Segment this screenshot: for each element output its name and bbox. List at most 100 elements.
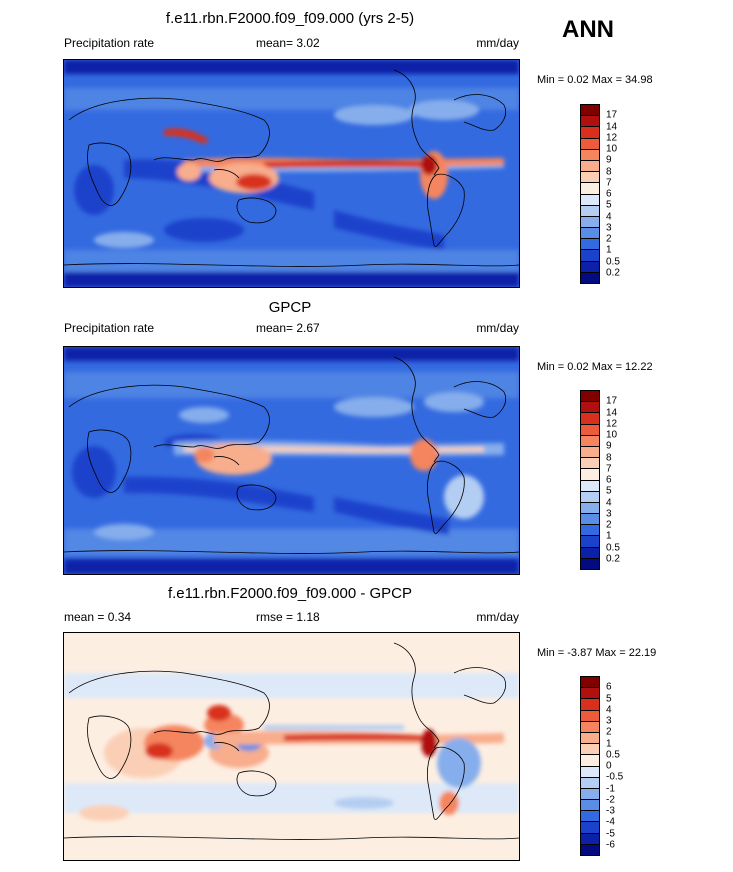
colorbar-swatch — [581, 228, 599, 240]
panel-1-map — [63, 59, 520, 288]
colorbar-swatch — [581, 777, 599, 789]
colorbar-tick-label: -5 — [606, 828, 615, 839]
colorbar-tick-label: 14 — [606, 407, 618, 418]
colorbar-tick-label: 0.5 — [606, 749, 620, 761]
panel-1-mean: mean= 3.02 — [256, 36, 320, 50]
colorbar-swatch — [581, 699, 599, 711]
colorbar-swatch — [581, 491, 599, 503]
colorbar-tick-label: -2 — [606, 794, 615, 806]
panel-2-units: mm/day — [476, 321, 519, 335]
panel-2-mean: mean= 2.67 — [256, 321, 320, 335]
panel-2-colorbar — [580, 390, 600, 570]
colorbar-tick-label: 6 — [606, 474, 612, 486]
colorbar-swatch — [581, 446, 599, 459]
colorbar-tick-label: 2 — [606, 726, 612, 738]
colorbar-tick-label: 1 — [606, 738, 612, 749]
colorbar-tick-label: 7 — [606, 177, 612, 189]
colorbar-swatch — [581, 480, 599, 492]
panel-3-rmse: rmse = 1.18 — [256, 610, 320, 624]
colorbar-tick-label: 12 — [606, 132, 618, 144]
colorbar-tick-label: 0.2 — [606, 267, 620, 279]
colorbar-swatch — [581, 116, 599, 128]
colorbar-swatch — [581, 536, 599, 548]
colorbar-swatch — [581, 547, 599, 559]
colorbar-swatch — [581, 721, 599, 733]
colorbar-swatch — [581, 744, 599, 756]
colorbar-tick-label: -0.5 — [606, 771, 624, 783]
colorbar-tick-label: 4 — [606, 497, 612, 508]
colorbar-swatch — [581, 833, 599, 845]
colorbar-tick-label: 3 — [606, 508, 612, 520]
colorbar-swatch — [581, 160, 599, 173]
colorbar-tick-label: 6 — [606, 188, 612, 200]
colorbar-swatch — [581, 105, 599, 117]
colorbar-swatch — [581, 435, 599, 447]
colorbar-tick-label: -3 — [606, 805, 615, 817]
colorbar-swatch — [581, 205, 599, 217]
colorbar-swatch — [581, 402, 599, 414]
colorbar-tick-label: -6 — [606, 839, 615, 851]
colorbar-tick-label: 6 — [606, 681, 612, 693]
colorbar-swatch — [581, 558, 599, 569]
panel-3-units: mm/day — [476, 610, 519, 624]
panel-1-colorbar — [580, 104, 600, 284]
panel-3-minmax: Min = -3.87 Max = 22.19 — [537, 647, 657, 659]
colorbar-swatch — [581, 710, 599, 722]
colorbar-tick-label: 9 — [606, 154, 612, 166]
colorbar-tick-label: 17 — [606, 109, 618, 121]
colorbar-swatch — [581, 250, 599, 262]
colorbar-swatch — [581, 458, 599, 470]
colorbar-swatch — [581, 261, 599, 273]
colorbar-tick-label: 2 — [606, 519, 612, 531]
colorbar-tick-label: -1 — [606, 783, 615, 794]
colorbar-swatch — [581, 216, 599, 229]
colorbar-swatch — [581, 272, 599, 283]
panel-1-title: f.e11.rbn.F2000.f09_f09.000 (yrs 2-5) — [165, 10, 415, 27]
colorbar-tick-label: 8 — [606, 166, 612, 177]
colorbar-tick-label: 8 — [606, 452, 612, 463]
colorbar-tick-label: 4 — [606, 704, 612, 716]
colorbar-tick-label: 5 — [606, 693, 612, 704]
colorbar-tick-label: 2 — [606, 233, 612, 245]
colorbar-swatch — [581, 844, 599, 855]
colorbar-tick-label: 5 — [606, 199, 612, 211]
colorbar-swatch — [581, 138, 599, 150]
colorbar-swatch — [581, 149, 599, 161]
colorbar-swatch — [581, 811, 599, 823]
season-label: ANN — [562, 16, 614, 43]
colorbar-swatch — [581, 514, 599, 526]
panel-3-map — [63, 632, 520, 861]
colorbar-tick-label: 4 — [606, 211, 612, 222]
colorbar-swatch — [581, 766, 599, 778]
colorbar-tick-label: 10 — [606, 429, 618, 441]
colorbar-swatch — [581, 127, 599, 139]
panel-2-title: GPCP — [268, 299, 312, 316]
colorbar-swatch — [581, 194, 599, 206]
colorbar-tick-label: 12 — [606, 418, 618, 430]
panel-3-title: f.e11.rbn.F2000.f09_f09.000 - GPCP — [167, 585, 413, 602]
colorbar-tick-label: 10 — [606, 143, 618, 155]
colorbar-swatch — [581, 755, 599, 767]
colorbar-swatch — [581, 525, 599, 537]
colorbar-swatch — [581, 800, 599, 812]
colorbar-swatch — [581, 391, 599, 403]
colorbar-swatch — [581, 822, 599, 834]
colorbar-swatch — [581, 239, 599, 251]
colorbar-tick-label: 7 — [606, 463, 612, 475]
colorbar-tick-label: 5 — [606, 485, 612, 497]
panel-3-mean: mean = 0.34 — [64, 610, 132, 624]
colorbar-tick-label: 0.5 — [606, 256, 620, 267]
colorbar-tick-label: 9 — [606, 440, 612, 452]
colorbar-swatch — [581, 677, 599, 689]
colorbar-tick-label: 0 — [606, 760, 612, 772]
colorbar-swatch — [581, 413, 599, 425]
panel-1-minmax: Min = 0.02 Max = 34.98 — [537, 74, 653, 86]
colorbar-swatch — [581, 469, 599, 481]
colorbar-tick-label: 1 — [606, 244, 612, 256]
colorbar-swatch — [581, 502, 599, 515]
panel-1-left-label: Precipitation rate — [64, 36, 155, 50]
panel-1-units: mm/day — [476, 36, 519, 50]
colorbar-tick-label: 17 — [606, 395, 618, 407]
